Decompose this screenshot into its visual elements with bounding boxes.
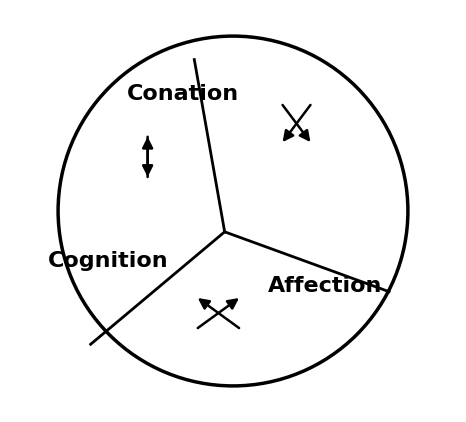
Text: Affection: Affection <box>267 276 382 296</box>
Text: Conation: Conation <box>127 84 239 104</box>
Text: Cognition: Cognition <box>48 251 168 271</box>
